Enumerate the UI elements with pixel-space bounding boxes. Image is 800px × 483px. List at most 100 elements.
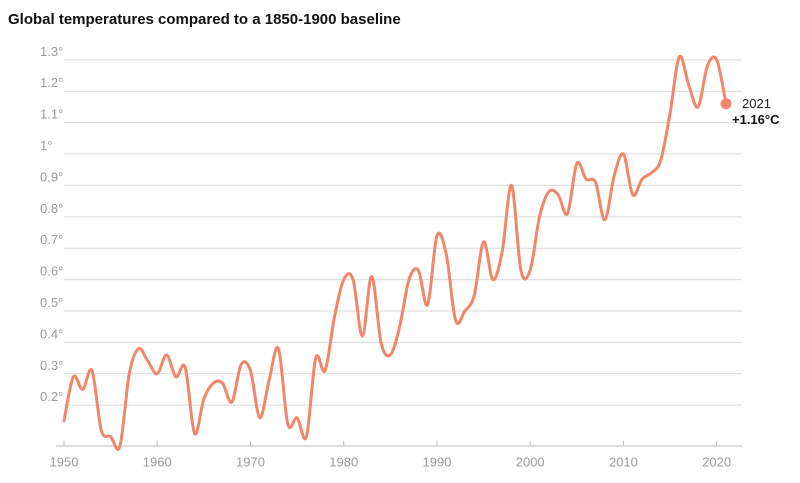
endpoint-marker — [720, 98, 732, 110]
data-point — [566, 212, 568, 214]
y-tick-label: 1° — [40, 138, 52, 153]
y-tick-label: 0.9° — [40, 169, 63, 184]
data-point — [529, 269, 531, 271]
data-point — [398, 325, 400, 327]
data-point — [193, 432, 195, 434]
data-point — [212, 382, 214, 384]
data-point — [370, 275, 372, 277]
data-point — [231, 401, 233, 403]
data-point — [352, 278, 354, 280]
y-tick-label: 0.7° — [40, 232, 63, 247]
y-tick-label: 0.3° — [40, 358, 63, 373]
data-point — [137, 347, 139, 349]
data-point — [63, 420, 65, 422]
x-tick-label: 1970 — [236, 455, 265, 470]
data-point — [343, 278, 345, 280]
data-point — [324, 369, 326, 371]
data-point — [249, 369, 251, 371]
y-tick-label: 1.3° — [40, 44, 63, 59]
temperature-series-line — [62, 54, 728, 451]
data-point — [688, 84, 690, 86]
data-point — [669, 112, 671, 114]
y-tick-label: 1.2° — [40, 75, 63, 90]
data-point — [119, 445, 121, 447]
data-point — [445, 253, 447, 255]
x-axis: 1950 1960 1970 1980 1990 2000 2010 2020 — [50, 441, 742, 470]
end-label-value: +1.16°C — [732, 112, 780, 127]
data-point — [548, 190, 550, 192]
data-point — [361, 335, 363, 337]
y-tick-label: 0.2° — [40, 389, 63, 404]
data-point — [632, 194, 634, 196]
data-point — [287, 423, 289, 425]
data-point — [268, 379, 270, 381]
y-tick-label: 0.8° — [40, 201, 63, 216]
y-tick-label: 0.4° — [40, 326, 63, 341]
data-point — [604, 219, 606, 221]
data-point — [501, 250, 503, 252]
data-point — [408, 278, 410, 280]
data-point — [305, 435, 307, 437]
data-point — [240, 363, 242, 365]
y-tick-label: 0.5° — [40, 295, 63, 310]
data-point — [100, 429, 102, 431]
data-point — [641, 178, 643, 180]
x-tick-label: 1990 — [422, 455, 451, 470]
gridlines — [64, 59, 742, 406]
y-tick-label: 1.1° — [40, 107, 63, 122]
data-point — [520, 269, 522, 271]
y-axis-ticks: 0.2° 0.3° 0.4° 0.5° 0.6° 0.7° 0.8° 0.9° 1° 1.1° 1.… — [40, 44, 63, 404]
series-layer — [62, 54, 732, 451]
data-point — [538, 216, 540, 218]
data-point — [697, 106, 699, 108]
data-point — [464, 310, 466, 312]
end-label-group: 2021+1.16°C — [732, 96, 780, 127]
x-tick-label: 2020 — [702, 455, 731, 470]
x-tick-label: 2000 — [516, 455, 545, 470]
data-point — [426, 304, 428, 306]
data-point — [557, 194, 559, 196]
data-point — [333, 316, 335, 318]
data-point — [417, 269, 419, 271]
data-point — [147, 360, 149, 362]
data-point — [482, 241, 484, 243]
data-point — [221, 382, 223, 384]
data-point — [678, 55, 680, 57]
data-point — [296, 417, 298, 419]
data-point — [184, 366, 186, 368]
data-point — [436, 234, 438, 236]
data-point — [454, 319, 456, 321]
data-point — [203, 398, 205, 400]
chart-title: Global temperatures compared to a 1850-1… — [8, 11, 401, 28]
x-tick-label: 1980 — [329, 455, 358, 470]
data-point — [175, 376, 177, 378]
end-label-year: 2021 — [742, 96, 771, 111]
data-point — [510, 184, 512, 186]
data-point — [380, 341, 382, 343]
data-point — [315, 357, 317, 359]
data-point — [613, 175, 615, 177]
data-point — [165, 354, 167, 356]
data-point — [389, 354, 391, 356]
data-point — [128, 373, 130, 375]
data-point — [715, 59, 717, 61]
data-point — [594, 181, 596, 183]
data-point — [622, 153, 624, 155]
data-point — [473, 294, 475, 296]
data-point — [259, 417, 261, 419]
data-point — [650, 172, 652, 174]
data-point — [706, 65, 708, 67]
x-tick-label: 2010 — [609, 455, 638, 470]
data-point — [81, 388, 83, 390]
data-point — [156, 373, 158, 375]
data-point — [660, 159, 662, 161]
data-point — [109, 435, 111, 437]
x-tick-label: 1950 — [50, 455, 79, 470]
data-point — [72, 376, 74, 378]
x-tick-label: 1960 — [143, 455, 172, 470]
data-point — [585, 178, 587, 180]
data-point — [91, 369, 93, 371]
data-point — [492, 278, 494, 280]
data-point — [576, 162, 578, 164]
